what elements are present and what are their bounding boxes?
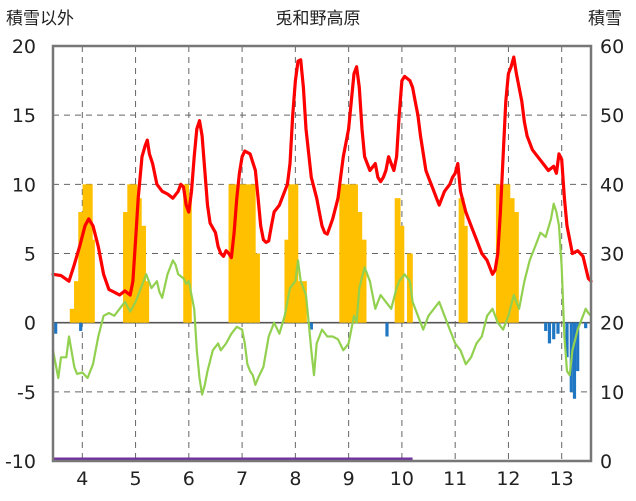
right-tick-label: 20 [600,313,624,335]
x-tick-label: 5 [130,468,142,490]
right-tick-label: 40 [600,174,624,196]
bar [552,322,556,340]
bar [394,198,401,323]
bar [249,184,256,323]
bar [232,184,239,323]
left-tick-label: 10 [12,174,36,196]
left-tick-label: 15 [12,105,36,127]
x-tick-label: 13 [550,468,574,490]
bar [296,281,303,323]
x-tick-label: 9 [343,468,355,490]
bar [82,184,89,323]
bar [254,253,260,323]
bar [339,184,346,323]
left-tick-label: 0 [24,313,36,335]
bar [508,198,515,323]
bar [135,198,142,323]
bar [398,225,405,323]
bar [385,322,389,337]
x-tick-label: 10 [390,468,414,490]
series-line-red [51,55,593,297]
bar [309,322,313,330]
right-tick-label: 50 [600,105,624,127]
bar [458,198,465,323]
bar [185,198,192,323]
bar [500,184,507,323]
x-tick-label: 8 [289,468,301,490]
bar [343,184,350,323]
bar [547,322,552,344]
left-tick-label: 20 [12,36,36,58]
x-tick-label: 4 [76,468,88,490]
bar [237,184,243,323]
bar [69,308,76,323]
plot-frame [51,44,593,463]
x-tick-label: 6 [183,468,195,490]
bar [584,322,588,329]
bar [88,239,95,323]
left-tick-label: 5 [24,244,36,266]
bar [245,184,252,323]
right-tick-label: 10 [600,382,624,404]
bar [356,212,363,323]
bar [54,322,58,334]
bar [123,212,129,323]
left-axis-label: 積雪以外 [6,9,74,29]
bar [284,239,291,323]
right-tick-label: 0 [600,451,612,473]
bar [143,281,150,323]
line-layer [51,55,593,462]
bar [292,184,299,323]
bar [576,322,580,372]
bar [352,184,358,323]
bar [461,225,468,323]
bar [127,184,134,323]
bar [79,322,83,331]
right-tick-label: 60 [600,36,624,58]
bar [241,184,248,323]
right-tick-label: 30 [600,244,624,266]
bar [544,322,548,331]
bar [74,281,80,323]
bar [556,322,560,334]
chart-title: 兎和野高原 [275,9,361,29]
bar [288,184,295,323]
bar [140,225,146,323]
bar [300,281,307,323]
bar [512,212,519,323]
series-line-green [51,202,593,396]
right-axis-label: 積雪 [588,9,622,29]
bar [347,184,354,323]
left-tick-label: -10 [5,451,36,473]
bar [565,322,569,358]
bar [78,212,85,323]
grid-layer [53,46,591,461]
x-tick-label: 7 [236,468,248,490]
left-tick-label: -5 [17,382,36,404]
bar [360,239,367,323]
bar [504,184,511,323]
x-tick-label: 12 [496,468,520,490]
axis-layer: -10 0 -5 10 0 20 5 30 10 40 15 50 20 60 4 5 6 7 8 9 10 11 12 13 [5,36,624,490]
bar [572,322,577,399]
x-tick-label: 11 [443,468,467,490]
